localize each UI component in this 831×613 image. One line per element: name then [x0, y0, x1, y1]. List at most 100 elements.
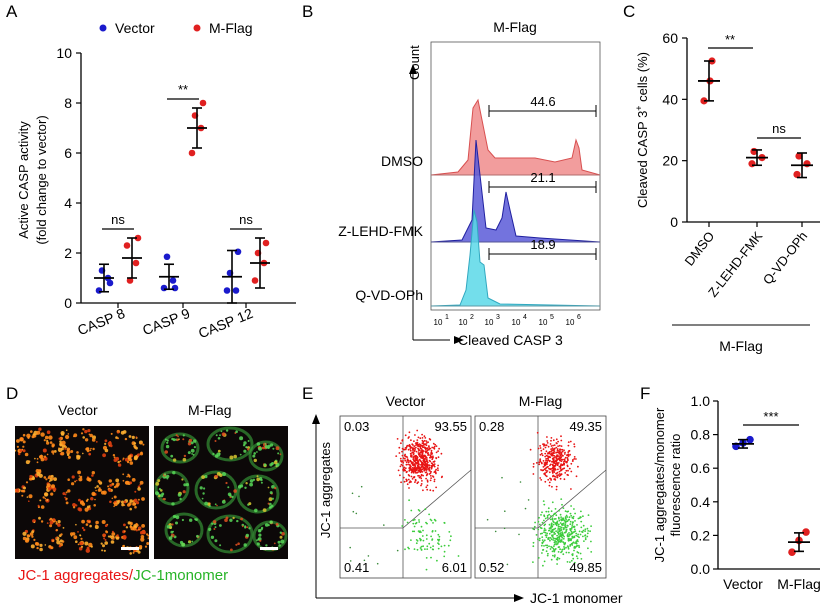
mitochondria-spot [36, 458, 39, 460]
mitochondria-spot [240, 517, 243, 521]
mitochondria-spot [44, 435, 49, 440]
scatter-dot [418, 510, 421, 512]
mitochondria-spot [126, 460, 130, 464]
mitochondria-spot [45, 478, 48, 481]
scatter-dot [397, 469, 400, 472]
mitochondria-spot [267, 444, 271, 448]
mitochondria-spot [275, 446, 280, 451]
mitochondria-spot [108, 479, 113, 483]
scatter-dot [404, 519, 406, 521]
mitochondria-spot [83, 528, 86, 532]
scatter-dot [546, 517, 549, 519]
scatter-dot [573, 443, 576, 445]
mitochondria-spot [192, 453, 195, 456]
scatter-dot [553, 444, 556, 446]
scatter-dot [557, 546, 560, 549]
mitochondria-spot [204, 475, 208, 479]
scatter-dot [550, 524, 553, 527]
cell-outline [206, 514, 254, 554]
scatter-dot [416, 466, 419, 469]
y-tick-label: 2 [64, 245, 72, 261]
scatter-dot [534, 521, 536, 524]
scatter-dot [424, 443, 427, 446]
mitochondria-spot [65, 491, 68, 494]
scatter-dot [551, 467, 554, 470]
mitochondria-spot [256, 451, 258, 453]
scatter-dot [555, 472, 558, 475]
scatter-dot [433, 447, 436, 450]
scatter-dot [544, 473, 546, 476]
mitochondria-spot [42, 496, 45, 499]
mitochondria-spot [82, 436, 85, 439]
quadrant-ll: 0.52 [479, 560, 504, 575]
scatter-dot [416, 472, 418, 474]
mitochondria-spot [131, 478, 136, 482]
x-tick-label: 10 [539, 318, 548, 327]
scatter-dot [563, 546, 565, 548]
scatter-dot [575, 542, 578, 545]
scatter-dot [407, 448, 410, 451]
scatter-dot [555, 485, 558, 488]
mitochondria-spot [279, 453, 282, 456]
scatter-dot [567, 455, 570, 457]
scatter-dot [559, 548, 561, 551]
scatter-dot [555, 438, 558, 441]
scatter-dot [546, 436, 548, 438]
mitochondria-spot [248, 527, 251, 530]
scatter-dot [426, 479, 429, 482]
scatter-dot [551, 470, 554, 473]
scatter-dot [555, 451, 558, 454]
scatter-dot [540, 449, 543, 452]
mitochondria-spot [157, 479, 161, 483]
mitochondria-spot [163, 473, 167, 476]
gate-value: 44.6 [530, 94, 555, 109]
scatter-dot [564, 510, 567, 512]
scatter-dot [557, 440, 559, 443]
scatter-dot [563, 458, 566, 461]
y-tick-label: 20 [662, 153, 678, 169]
scatter-dot [532, 545, 535, 548]
mitochondria-spot [49, 545, 52, 548]
scatter-dot [414, 481, 416, 483]
scatter-dot [422, 450, 424, 452]
data-point [106, 279, 114, 287]
data-point [251, 277, 259, 284]
scatter-dot [551, 501, 554, 504]
y-label-text: Cleaved CASP 3+ cells (%) [634, 52, 650, 208]
mitochondria-spot [49, 441, 53, 444]
mitochondria-spot [26, 534, 30, 538]
scatter-dot [412, 471, 415, 474]
y-label-line2: fluorescence ratio [668, 434, 683, 537]
mitochondria-spot [66, 448, 70, 452]
scatter-dot [537, 447, 540, 450]
mitochondria-spot [26, 496, 29, 498]
mitochondria-spot [199, 486, 203, 490]
mitochondria-spot [80, 432, 84, 435]
scatter-dot [541, 549, 544, 551]
mitochondria-spot [140, 535, 145, 539]
mitochondria-spot [125, 526, 129, 529]
scatter-dot [554, 518, 557, 520]
scatter-dot [557, 525, 560, 528]
scatter-dot [540, 452, 543, 455]
legend-label-vector: Vector [115, 20, 155, 36]
scatter-dot [422, 446, 425, 449]
mitochondria-spot [101, 549, 104, 552]
mitochondria-spot [91, 474, 94, 477]
mitochondria-spot [191, 540, 194, 543]
scatter-dot [542, 540, 545, 543]
scatter-dot [568, 532, 570, 534]
scatter-dot [426, 459, 428, 462]
mitochondria-spot [109, 444, 113, 448]
scatter-dot [556, 464, 559, 467]
scatter-dot [425, 486, 428, 489]
mitochondria-spot [256, 542, 260, 546]
scatter-dot [577, 465, 579, 468]
scatter-dot [575, 545, 578, 548]
mitochondria-spot [233, 489, 237, 493]
scatter-dot [544, 464, 547, 466]
mitochondria-spot [183, 454, 187, 458]
scatter-dot [560, 498, 563, 500]
mitochondria-spot [44, 492, 49, 497]
scatter-dot [427, 454, 429, 456]
